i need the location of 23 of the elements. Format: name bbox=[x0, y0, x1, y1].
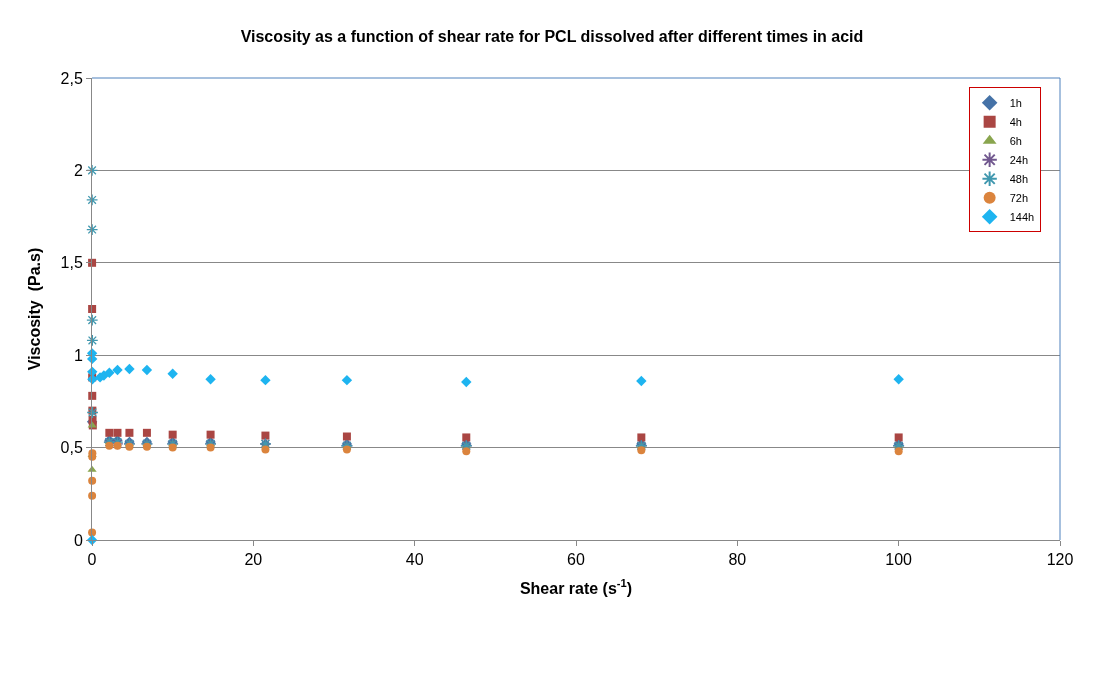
y-tick-label: 2,5 bbox=[60, 69, 83, 87]
x-tick-label: 40 bbox=[405, 551, 424, 569]
x-tick-label: 120 bbox=[1046, 551, 1074, 569]
legend-label: 4h bbox=[1009, 116, 1022, 129]
legend-label: 6h bbox=[1009, 135, 1022, 148]
y-tick-label: 2 bbox=[73, 162, 83, 179]
x-tick-label: 100 bbox=[885, 551, 913, 569]
y-tick-label: 0,5 bbox=[60, 439, 83, 457]
y-tick-label: 0 bbox=[73, 531, 83, 549]
legend-label: 24h bbox=[1009, 154, 1028, 167]
legend-label: 72h bbox=[1009, 192, 1028, 205]
x-tick-label: 20 bbox=[244, 551, 263, 569]
chart-title: Viscosity as a function of shear rate for PCL dissolved after different times in acid bbox=[240, 28, 864, 46]
x-tick-label: 60 bbox=[567, 551, 585, 569]
x-tick-label: 80 bbox=[728, 551, 747, 569]
y-tick-label: 1 bbox=[73, 346, 83, 364]
legend-label: 144h bbox=[1009, 211, 1035, 224]
legend-label: 1h bbox=[1009, 97, 1022, 110]
y-tick-label: 1,5 bbox=[60, 254, 83, 272]
legend-label: 48h bbox=[1009, 173, 1028, 186]
y-axis-title: Viscosity (Pa.s) bbox=[26, 247, 44, 371]
x-axis-title: Shear rate (s$^{-1}$) bbox=[519, 577, 633, 597]
x-tick-label: 0 bbox=[87, 551, 97, 569]
